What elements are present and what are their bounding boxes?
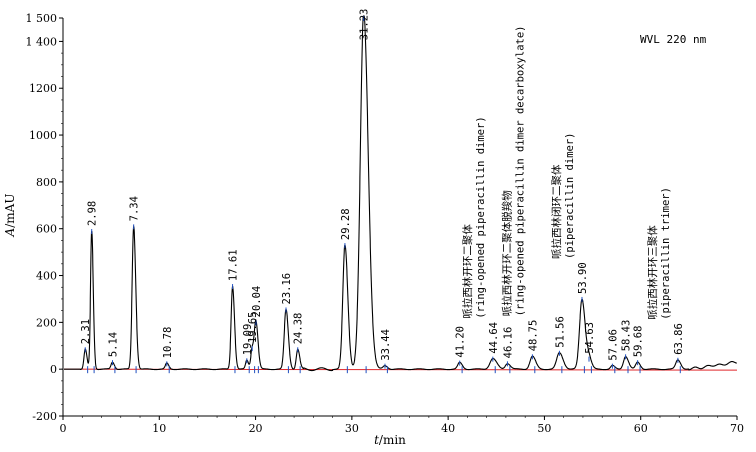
peak-rt-label: 54.63	[584, 322, 596, 354]
peak-rt-label: 5.14	[107, 332, 119, 357]
peak-rt-label: 46.16	[502, 327, 514, 359]
peak-rt-label: 23.16	[281, 273, 293, 305]
peak-rt-label: 17.61	[228, 249, 240, 281]
peak-annotation: (ring-opened piperacillin dimer)	[475, 116, 487, 318]
peak-rt-label: 19.09	[242, 324, 254, 356]
peak-rt-label: 44.64	[488, 322, 500, 354]
x-axis-title: t/min	[374, 433, 406, 447]
peak-rt-label: 2.31	[80, 319, 92, 344]
x-tick-label: 60	[634, 422, 648, 435]
y-tick-label: 400	[36, 270, 57, 283]
x-tick-label: 50	[537, 422, 551, 435]
peak-annotation: (piperacillin dimer)	[564, 133, 576, 259]
peak-rt-label: 41.20	[455, 326, 467, 358]
x-tick-label: 70	[730, 422, 744, 435]
peak-annotation: 哌拉西林闭环二聚体	[550, 164, 563, 259]
x-tick-label: 40	[441, 422, 455, 435]
peak-rt-label: 24.38	[293, 313, 305, 345]
peak-annotation: (ring-opened piperacillin dimer decarbox…	[514, 26, 526, 317]
x-tick-label: 10	[152, 422, 166, 435]
peak-rt-label: 59.68	[633, 326, 645, 358]
peak-rt-label: 57.06	[607, 329, 619, 361]
y-tick-label: 1 400	[26, 35, 58, 48]
peak-rt-label: 53.90	[577, 262, 589, 294]
y-tick-label: 1200	[29, 82, 57, 95]
y-tick-label: -200	[32, 410, 57, 423]
peak-rt-label: 48.75	[527, 320, 539, 352]
peak-annotation: 哌拉西林开环二聚体	[461, 224, 474, 319]
peak-rt-label: 33.44	[380, 329, 392, 361]
trace-layer	[63, 15, 738, 374]
peak-rt-label: 51.56	[554, 316, 566, 348]
y-axis-var: A	[3, 227, 17, 237]
peak-rt-label: 2.98	[87, 201, 99, 226]
y-tick-label: 800	[36, 176, 57, 189]
y-axis-title: A/mAU	[3, 194, 17, 238]
y-axis-unit: /mAU	[3, 194, 17, 228]
peak-rt-label: 19.65	[247, 311, 259, 343]
peak-annotation: 哌拉西林开环二聚体脱羧物	[500, 190, 513, 316]
peak-rt-label: 63.86	[673, 323, 685, 355]
y-tick-label: 1 500	[26, 12, 58, 25]
y-tick-label: 0	[50, 363, 57, 376]
peak-annotation: 哌拉西林开环三聚体	[646, 225, 659, 320]
chromatogram-trace	[64, 15, 737, 372]
peak-annotation: (piperacillin trimer)	[660, 187, 672, 320]
y-tick-label: 1000	[29, 129, 57, 142]
x-axis-unit: /min	[379, 433, 406, 447]
label-layer: 2.31 2.98 5.14 7.34 10.78 17.61 19.0919.6520.0…	[80, 9, 685, 361]
axes-layer: 0 10 20 30 40 50 60 70-200020040060080010001200…	[26, 12, 745, 435]
y-tick-label: 600	[36, 223, 57, 236]
peak-rt-label: 20.04	[251, 286, 263, 318]
x-tick-label: 20	[249, 422, 263, 435]
detector-wavelength-label: WVL 220 nm	[640, 33, 707, 46]
x-tick-label: 30	[345, 422, 359, 435]
x-tick-label: 0	[60, 422, 67, 435]
peak-rt-label: 7.34	[129, 196, 141, 221]
peak-rt-label: 31.23	[359, 9, 371, 41]
peak-rt-label: 10.78	[162, 327, 174, 359]
peak-rt-label: 58.43	[621, 320, 633, 352]
peak-rt-label: 29.28	[340, 208, 352, 240]
y-tick-label: 200	[36, 316, 57, 329]
x-axis-var: t	[374, 433, 379, 447]
